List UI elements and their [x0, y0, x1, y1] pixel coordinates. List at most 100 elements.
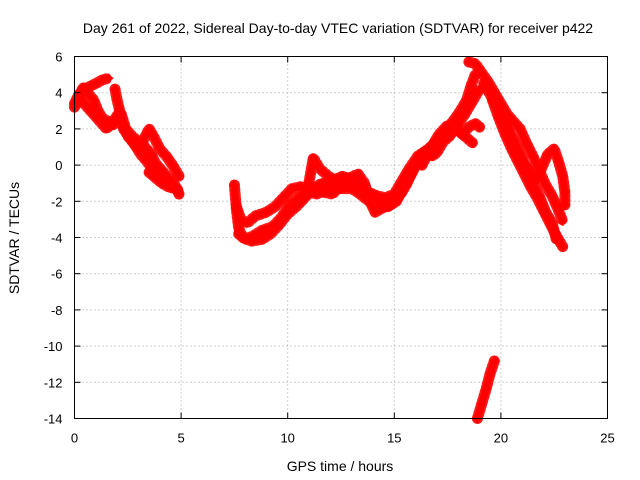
data-point: [521, 138, 531, 148]
data-point: [345, 173, 355, 183]
series-marker-fringe: [231, 83, 486, 229]
data-point: [148, 131, 158, 141]
data-point: [481, 385, 491, 395]
series-track-7: [231, 83, 486, 229]
data-point: [144, 124, 154, 134]
y-tick-label: -10: [44, 339, 63, 354]
y-tick-label: -8: [51, 303, 63, 318]
data-point: [417, 160, 427, 170]
data-point: [310, 184, 320, 194]
data-point: [327, 189, 337, 199]
data-point: [168, 160, 178, 170]
data-point: [123, 131, 133, 141]
data-point: [304, 180, 314, 190]
data-point: [232, 202, 242, 212]
y-axis-tick-labels: -14 -12 -10 -8 -6 -4 -2 0 2 4 6: [44, 50, 63, 427]
data-point: [251, 211, 261, 221]
y-axis-title: SDTVAR / TECUs: [6, 182, 22, 294]
data-point: [142, 156, 152, 166]
data-point: [270, 202, 280, 212]
data-point: [541, 180, 551, 190]
data-point: [475, 122, 485, 132]
data-point: [398, 184, 408, 194]
data-point: [97, 75, 107, 85]
data-point: [161, 151, 171, 161]
data-point: [551, 234, 561, 244]
data-point: [377, 204, 387, 214]
data-point: [112, 95, 122, 105]
series-marker-fringe: [463, 56, 569, 227]
data-point: [541, 207, 551, 217]
data-point: [534, 191, 544, 201]
data-point: [560, 187, 570, 197]
data-point: [558, 242, 568, 252]
data-point: [110, 84, 120, 94]
x-tick-label: 0: [71, 431, 78, 446]
series-track-10: [416, 119, 479, 171]
data-point: [236, 214, 246, 224]
data-point: [549, 144, 559, 154]
data-point: [528, 178, 538, 188]
y-tick-label: -6: [51, 267, 63, 282]
data-point: [91, 79, 101, 89]
data-point: [466, 80, 476, 90]
data-point: [114, 104, 124, 114]
data-point: [151, 173, 161, 183]
chart-title: Day 261 of 2022, Sidereal Day-to-day VTE…: [83, 20, 593, 36]
series-track: [230, 71, 479, 245]
data-point: [163, 182, 173, 192]
data-point: [336, 180, 346, 190]
data-point: [89, 95, 99, 105]
grid: [74, 56, 608, 419]
series-track-6: [228, 69, 481, 247]
data-point: [370, 207, 380, 217]
data-point: [553, 205, 563, 215]
x-tick-label: 5: [177, 431, 184, 446]
data-point: [477, 68, 487, 78]
data-point: [509, 117, 519, 127]
data-point: [509, 135, 519, 145]
data-point: [144, 167, 154, 177]
y-tick-label: 6: [55, 50, 62, 65]
data-point: [293, 193, 303, 203]
series-track-5: [143, 166, 181, 195]
series-marker-fringe: [228, 69, 481, 247]
data-point: [443, 120, 453, 130]
data-point: [89, 109, 99, 119]
data-point: [257, 225, 267, 235]
series-track-9: [303, 168, 396, 218]
data-point: [468, 138, 478, 148]
data-point: [426, 144, 436, 154]
series-marker-fringe: [495, 108, 562, 245]
data-point: [82, 102, 92, 112]
axis-ticks: [74, 56, 608, 419]
data-point: [558, 171, 568, 181]
data-point: [479, 79, 489, 89]
y-tick-label: 2: [55, 122, 62, 137]
data-point: [547, 191, 557, 201]
data-point: [466, 99, 476, 109]
x-tick-label: 10: [280, 431, 294, 446]
data-point: [129, 138, 139, 148]
data-point: [462, 133, 472, 143]
data-point: [359, 178, 369, 188]
data-point: [560, 200, 570, 210]
x-axis-title: GPS time / hours: [287, 458, 394, 474]
data-series: [69, 56, 571, 424]
data-point: [496, 109, 506, 119]
data-point: [95, 117, 105, 127]
data-point: [82, 88, 92, 98]
y-tick-label: -4: [51, 231, 63, 246]
data-point: [287, 184, 297, 194]
data-point: [528, 151, 538, 161]
data-point: [485, 368, 495, 378]
data-point: [157, 178, 167, 188]
data-point: [302, 189, 312, 199]
data-point: [276, 213, 286, 223]
data-point: [234, 229, 244, 239]
data-point: [543, 149, 553, 159]
data-point: [487, 95, 497, 105]
data-point: [319, 187, 329, 197]
y-tick-label: -12: [44, 375, 63, 390]
data-point: [353, 169, 363, 179]
